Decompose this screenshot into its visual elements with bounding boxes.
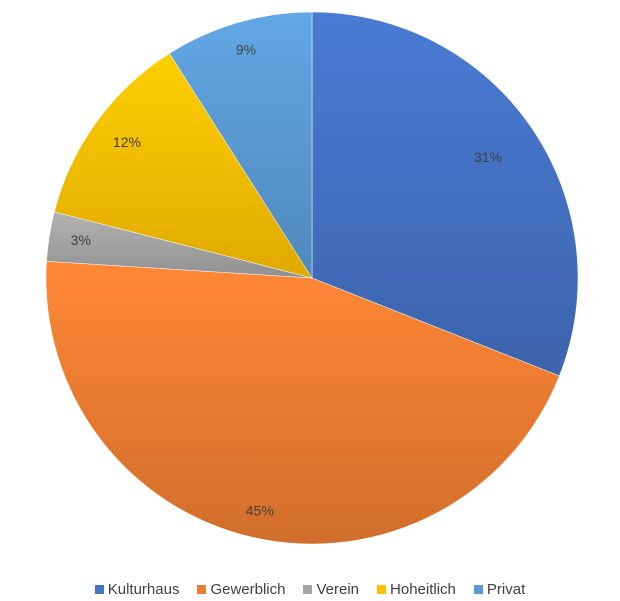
- data-label-gewerblich: 45%: [246, 502, 274, 518]
- pie-slice-hoheitlich: [54, 53, 313, 279]
- pie-slices: [45, 11, 579, 545]
- legend-item-verein: Verein: [303, 581, 359, 598]
- legend-swatch: [377, 584, 387, 594]
- legend-swatch: [303, 584, 313, 594]
- legend-swatch: [197, 584, 207, 594]
- pie-svg: 31% 45% 3% 12% 9%: [45, 11, 579, 545]
- legend-swatch: [473, 584, 483, 594]
- pie-slice-privat: [169, 11, 313, 279]
- legend-item-privat: Privat: [473, 580, 526, 598]
- legend-label: Gewerblich: [210, 580, 286, 598]
- legend-swatch: [94, 584, 104, 594]
- legend-label: Hoheitlich: [390, 580, 456, 598]
- data-label-privat: 9%: [236, 41, 256, 57]
- legend-item-gewerblich: Gewerblich: [197, 581, 285, 598]
- legend-item-hoheitlich: Hoheitlich: [377, 581, 456, 598]
- pie-labels: 31% 45% 3% 12% 9%: [71, 41, 502, 518]
- legend-label: Privat: [486, 580, 526, 598]
- data-label-kulturhaus: 31%: [474, 149, 502, 165]
- data-label-verein: 3%: [71, 232, 91, 248]
- legend-label: Verein: [316, 580, 360, 598]
- data-label-hoheitlich: 12%: [113, 134, 141, 150]
- pie-slice-gewerblich: [45, 261, 560, 545]
- legend: Kulturhaus Gewerblich Verein Hoheitlich Priv…: [0, 578, 620, 600]
- legend-label: Kulturhaus: [107, 580, 180, 598]
- pie-slice-kulturhaus: [311, 11, 579, 377]
- legend-item-kulturhaus: Kulturhaus: [94, 580, 180, 598]
